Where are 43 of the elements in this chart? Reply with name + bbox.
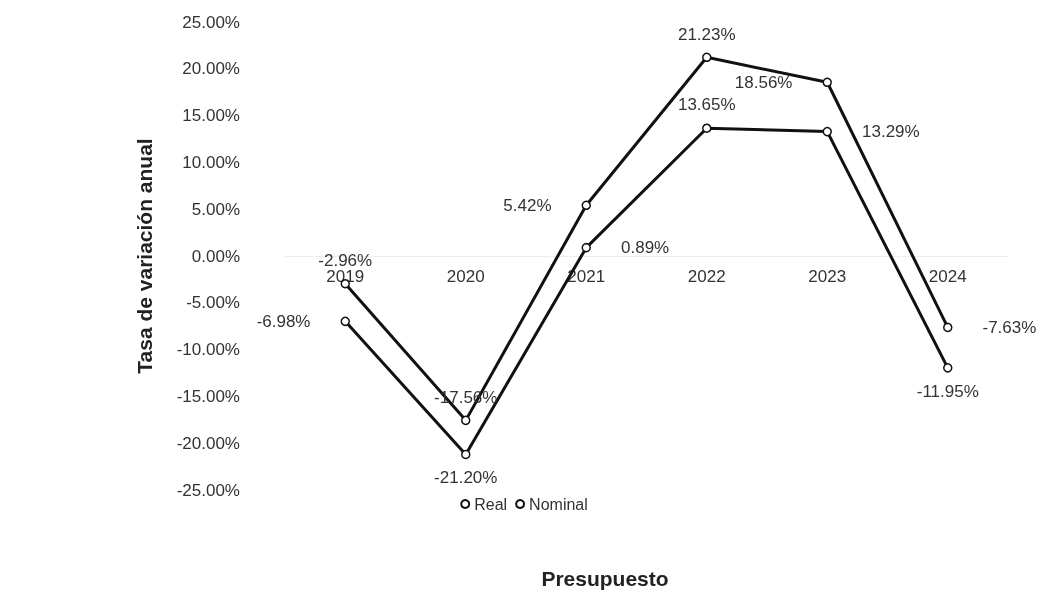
y-tick-label: -15.00% [176,386,240,406]
data-label: 21.23% [677,24,736,44]
y-tick-label: 25.00% [182,12,240,32]
x-tick-label: 2024 [928,267,967,286]
y-tick-label: 20.00% [182,59,240,79]
y-tick-label: 15.00% [182,106,240,126]
x-tick-label: 2020 [446,267,485,286]
data-label: -21.20% [434,468,498,488]
data-label: -2.96% [318,250,373,270]
legend-label: Nominal [529,495,588,513]
data-label: -6.98% [256,311,311,331]
data-label: 0.89% [621,238,670,258]
point [581,242,591,253]
point [943,363,953,373]
x-tick-label: 2023 [808,267,847,286]
point [461,449,471,460]
x-axis-title: Presupuesto [541,567,669,590]
data-label: -7.63% [982,317,1037,337]
y-tick-label: -10.00% [176,340,240,360]
point [943,322,953,333]
y-tick-label: 5.00% [191,199,240,219]
y-tick-label: 10.00% [182,152,240,172]
x-tick-label: 2019 [326,267,365,286]
x-tick-label: 2022 [687,267,726,286]
data-label: 13.65% [677,95,736,115]
y-axis-title: Tasa de variación anual [133,138,156,374]
point [461,415,471,426]
data-label: -11.95% [916,381,979,401]
point [581,200,591,211]
y-tick-label: -20.00% [176,433,240,453]
x-tick-label: 2021 [567,267,606,286]
point [340,316,350,327]
y-tick-label: 0.00% [191,246,240,266]
point [702,123,712,133]
point [822,126,832,137]
point [702,52,712,63]
data-label: 5.42% [503,195,552,215]
y-tick-label: -25.00% [176,480,240,500]
point [822,77,832,88]
y-tick-label: -5.00% [186,293,240,313]
data-label: 13.29% [862,122,920,142]
data-label: 18.56% [734,72,793,92]
legend-label: Real [474,495,508,513]
